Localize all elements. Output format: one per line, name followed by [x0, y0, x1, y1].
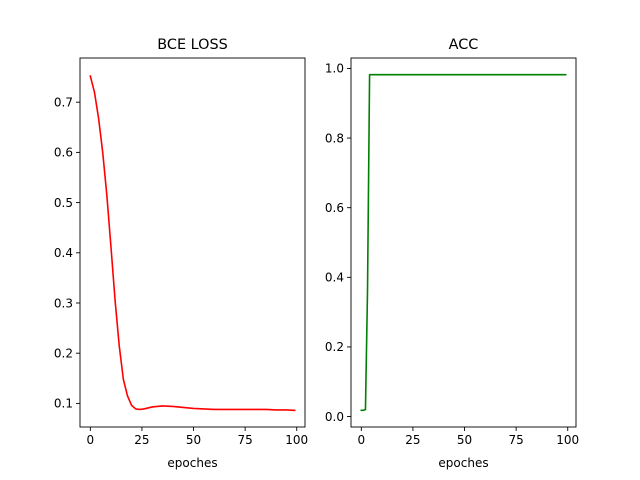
bce-loss-series-line	[89, 75, 296, 412]
acc-y-tick-label: 1.0	[325, 62, 344, 76]
bce-loss-x-tick-label: 100	[285, 433, 308, 447]
bce-loss-x-tick-label: 25	[134, 433, 149, 447]
bce-loss-x-tick-label: 75	[237, 433, 252, 447]
bce-loss-y-tick-label: 0.2	[54, 347, 73, 361]
acc-x-tick-label: 75	[508, 433, 523, 447]
bce-loss-y-tick-label: 0.5	[54, 196, 73, 210]
acc-x-axis-label: epoches	[438, 456, 488, 470]
acc-x-tick-label: 100	[556, 433, 579, 447]
bce-loss-y-tick-label: 0.6	[54, 146, 73, 160]
acc-y-tick-label: 0.8	[325, 131, 344, 145]
bce-loss-x-tick-label: 0	[87, 433, 95, 447]
acc-title: ACC	[449, 37, 479, 53]
acc-y-tick-label: 0.2	[325, 340, 344, 354]
bce-loss-x-tick-label: 50	[186, 433, 201, 447]
acc-axes-frame	[350, 57, 577, 428]
bce-loss-y-tick-label: 0.4	[54, 246, 73, 260]
acc-y-tick-label: 0.6	[325, 201, 344, 215]
acc-x-tick-label: 0	[358, 433, 366, 447]
bce-loss-y-tick-label: 0.3	[54, 296, 73, 310]
acc-x-tick-label: 50	[457, 433, 472, 447]
acc-series-line	[360, 73, 567, 412]
bce-loss-title: BCE LOSS	[157, 37, 227, 53]
bce-loss-panel: BCE LOSS 0 25 50 75 100 0.1 0.2 0.3 0.4 0.5 0.6 0.7 e…	[54, 37, 308, 470]
bce-loss-y-tick-label: 0.7	[54, 95, 73, 109]
acc-y-tick-label: 0.0	[325, 410, 344, 424]
acc-x-tick-label: 25	[405, 433, 420, 447]
bce-loss-y-tick-label: 0.1	[54, 397, 73, 411]
acc-y-tick-label: 0.4	[325, 271, 344, 285]
bce-loss-x-axis-label: epoches	[167, 456, 217, 470]
acc-panel: ACC 0 25 50 75 100 0.0 0.2 0.4 0.6 0.8 1.0 epoches	[325, 37, 579, 470]
bce-loss-axes-frame	[79, 57, 306, 428]
